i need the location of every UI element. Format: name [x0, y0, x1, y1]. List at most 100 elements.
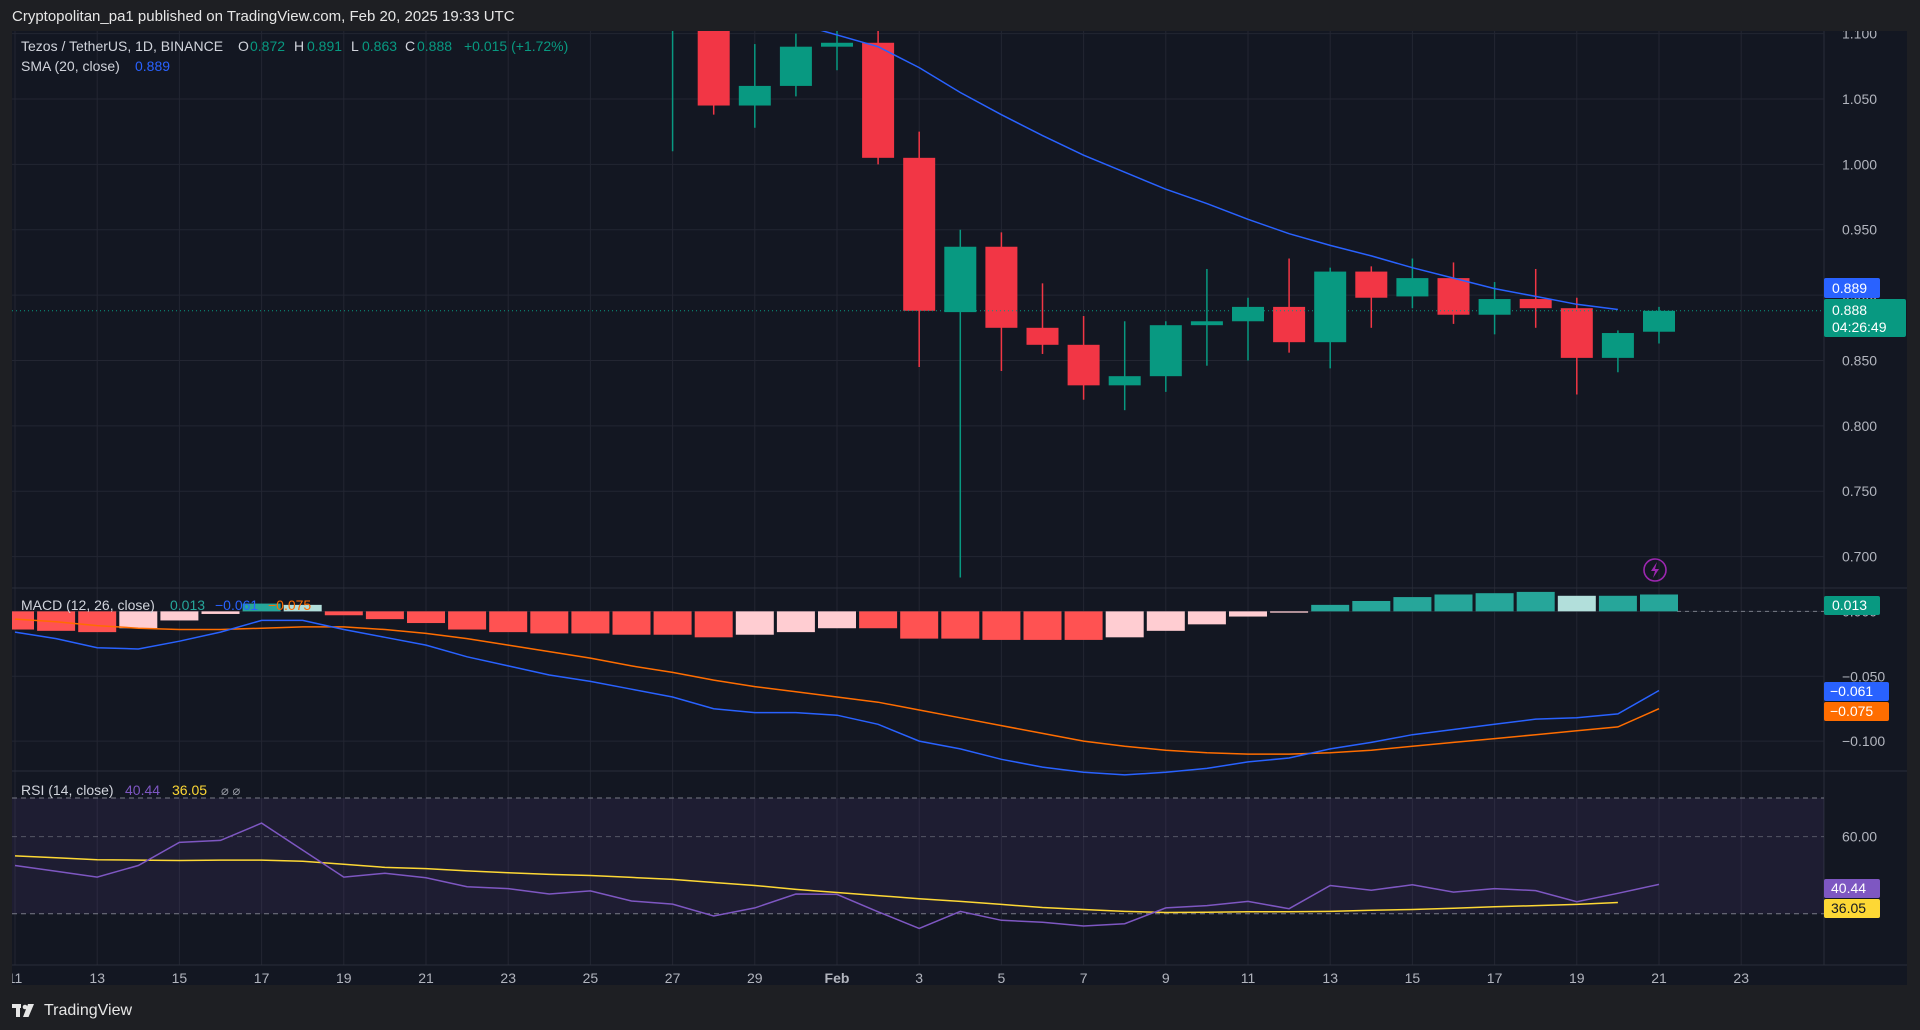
macd-hist-badge: [1824, 596, 1880, 615]
time-tick-label: 11: [1241, 970, 1256, 985]
candle-body: [697, 31, 730, 106]
rsi-ma-line: [14, 855, 1618, 914]
legend-low-label: L: [351, 38, 359, 54]
macd-histogram-bar: [1475, 593, 1514, 612]
price-tick-label: 1.050: [1842, 91, 1877, 107]
legend-low-value: 0.863: [362, 38, 397, 54]
time-tick-label: 3: [915, 970, 923, 985]
macd-histogram-bar: [1187, 611, 1226, 625]
rsi-tick-label: 60.00: [1842, 829, 1877, 845]
publisher-header: Cryptopolitan_pa1 published on TradingVi…: [12, 8, 515, 25]
macd-histogram-bar: [1105, 611, 1144, 638]
time-tick-label: 17: [254, 970, 270, 985]
macd-hist-badge-text: 0.013: [1832, 597, 1867, 613]
candle-body: [1314, 271, 1347, 343]
candle-body: [1108, 376, 1141, 386]
macd-histogram-bar: [900, 611, 939, 639]
macd-histogram-bar: [1146, 611, 1185, 631]
macd-pane: [12, 591, 1824, 776]
time-tick-label: 25: [583, 970, 599, 985]
price-tick-label: 0.800: [1842, 418, 1877, 434]
tradingview-brand: TradingView: [44, 1002, 133, 1019]
macd-line-badge: [1824, 682, 1889, 701]
macd-histogram-bar: [242, 603, 281, 612]
macd-histogram-bar: [530, 611, 569, 634]
legend-macd-signal: −0.075: [268, 597, 311, 613]
macd-histogram-bar: [612, 611, 651, 635]
legend-change: +0.015 (+1.72%): [464, 38, 568, 54]
macd-histogram-bar: [201, 611, 240, 614]
macd-histogram-bar: [571, 611, 610, 634]
rsi-ma-badge-text: 36.05: [1831, 900, 1866, 916]
rsi-pane: [12, 797, 1824, 930]
rsi-band-fill: [12, 797, 1824, 914]
legend-close-label: C: [405, 38, 415, 54]
candle-body: [1190, 321, 1223, 326]
macd-histogram-bar: [365, 611, 404, 620]
sma-badge-text: 0.889: [1832, 280, 1867, 296]
candle-body: [985, 246, 1018, 328]
countdown-text: 04:26:49: [1832, 319, 1887, 335]
price-tick-label: 0.700: [1842, 549, 1877, 565]
candle-body: [944, 246, 977, 313]
macd-signal-badge: [1824, 702, 1889, 721]
macd-signal-badge-text: −0.075: [1830, 703, 1873, 719]
macd-histogram-bar: [941, 611, 980, 639]
time-tick-label: 21: [1651, 970, 1667, 985]
macd-histogram-bar: [982, 611, 1021, 640]
candle-body: [1026, 327, 1059, 345]
macd-tick-label: −0.100: [1842, 733, 1885, 749]
rsi-line: [14, 822, 1660, 930]
last-price-text: 0.888: [1832, 302, 1867, 318]
time-tick-label: 11: [12, 970, 22, 985]
sma-badge: [1824, 278, 1880, 298]
price-tick-label: 1.000: [1842, 156, 1877, 172]
time-tick-label: 23: [500, 970, 516, 985]
legend-rsi-label: RSI (14, close): [21, 782, 114, 798]
last-price-badge: [1824, 299, 1906, 337]
macd-histogram-bar: [1352, 600, 1391, 612]
macd-histogram-bar: [1393, 597, 1432, 612]
macd-histogram-bar: [1023, 611, 1062, 640]
macd-histogram-bar: [119, 611, 158, 629]
macd-histogram-bar: [1064, 611, 1103, 640]
macd-histogram-bar: [776, 611, 815, 633]
time-tick-label: 19: [336, 970, 352, 985]
candle-body: [1396, 278, 1429, 297]
sma-line: [820, 31, 1618, 311]
legend-sma-label: SMA (20, close): [21, 58, 120, 74]
time-tick-label: 27: [665, 970, 681, 985]
time-tick-label: 7: [1080, 970, 1088, 985]
macd-histogram-bar: [859, 611, 898, 629]
price-tick-label: 0.950: [1842, 222, 1877, 238]
candle-body: [862, 42, 895, 158]
macd-histogram-bar: [735, 611, 774, 635]
macd-line: [14, 619, 1660, 776]
macd-histogram-bar: [1557, 595, 1596, 612]
candle-body: [821, 42, 853, 47]
macd-histogram-bar: [489, 611, 528, 633]
legend-high-value: 0.891: [307, 38, 342, 54]
price-tick-label: 0.750: [1842, 483, 1877, 499]
macd-histogram-bar: [324, 611, 363, 616]
legend-rsi-value: 40.44: [125, 782, 160, 798]
legend-symbol: Tezos / TetherUS, 1D, BINANCE: [21, 38, 223, 54]
chart-frame: 1.1001.0501.0000.9500.9000.8500.8000.750…: [12, 31, 1907, 985]
rsi-badge-text: 40.44: [1831, 880, 1866, 896]
macd-histogram-bar: [1434, 594, 1473, 612]
time-tick-label: 29: [747, 970, 763, 985]
candle-body: [1519, 299, 1552, 309]
macd-histogram-bar: [78, 611, 117, 633]
time-tick-label: 15: [172, 970, 188, 985]
macd-histogram-bar: [1598, 595, 1637, 612]
macd-histogram-bar: [1640, 594, 1678, 612]
legend-rsi-symbols: ⌀ ⌀: [221, 783, 240, 798]
time-tick-label: 9: [1162, 970, 1170, 985]
rsi-ma-badge: [1824, 899, 1880, 918]
macd-histogram-bar: [160, 611, 199, 621]
replay-icon[interactable]: [1643, 558, 1667, 582]
legend-macd-label: MACD (12, 26, close): [21, 597, 155, 613]
legend-macd-hist: 0.013: [170, 597, 205, 613]
macd-signal-line: [14, 618, 1660, 755]
chart-canvas[interactable]: 1.1001.0501.0000.9500.9000.8500.8000.750…: [12, 31, 1907, 985]
